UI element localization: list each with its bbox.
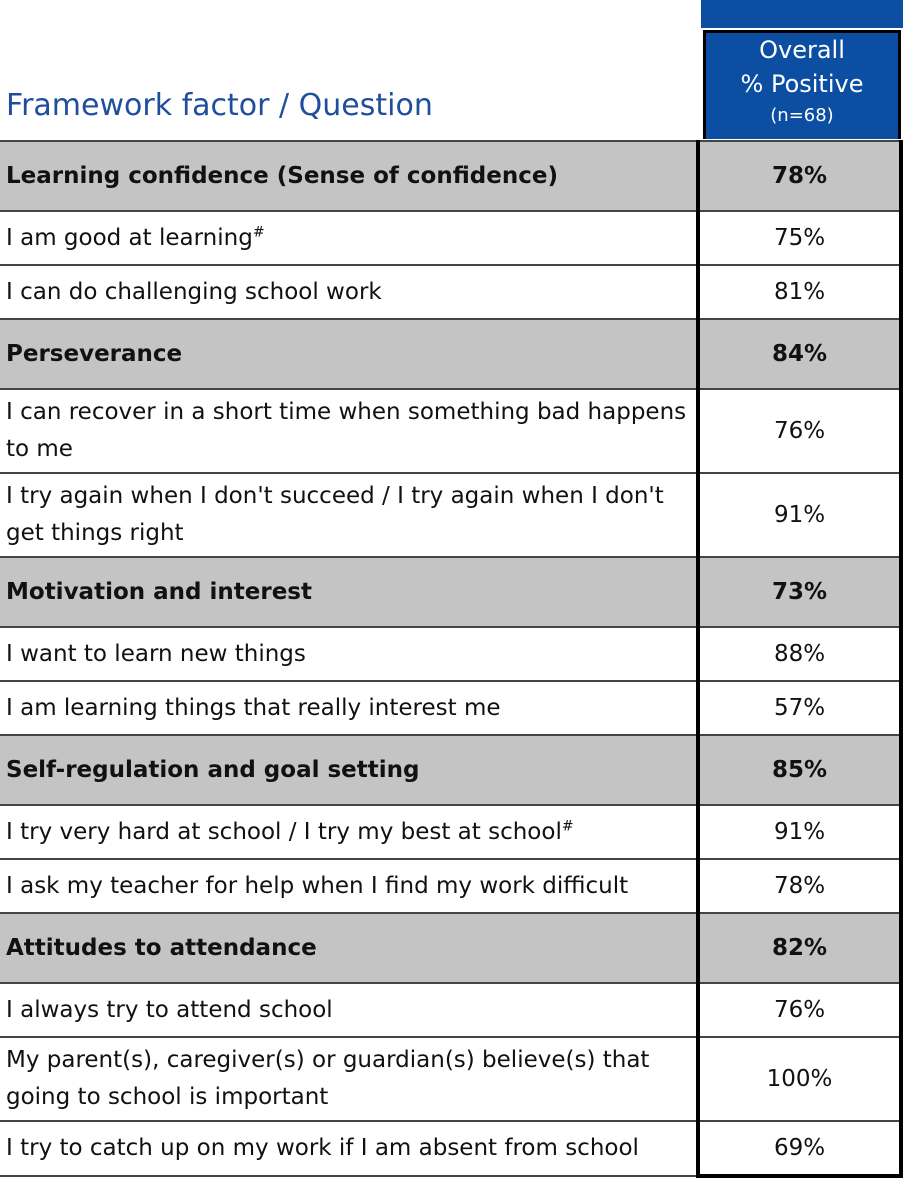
question-value: 78% xyxy=(696,858,903,914)
question-value: 57% xyxy=(696,680,903,736)
question-text: My parent(s), caregiver(s) or guardian(s… xyxy=(6,1047,650,1110)
factor-value: 84% xyxy=(696,318,903,390)
question-value: 91% xyxy=(696,472,903,558)
factor-name: Perseverance xyxy=(0,318,698,390)
factor-name: Motivation and interest xyxy=(0,556,698,628)
question-text: I try very hard at school / I try my bes… xyxy=(6,818,562,845)
question-cell: I am good at learning# xyxy=(0,210,698,266)
question-row: I am good at learning# 75% xyxy=(0,210,903,266)
question-marker: # xyxy=(252,223,265,240)
column-subtitle: % Positive xyxy=(740,70,864,98)
column-header: Overall % Positive (n=68) xyxy=(703,30,901,139)
header-bar xyxy=(701,0,903,28)
question-text: I can do challenging school work xyxy=(6,278,382,305)
column-title: Overall xyxy=(759,36,845,64)
factor-row: Learning confidence (Sense of confidence… xyxy=(0,140,903,212)
question-row: I can do challenging school work 81% xyxy=(0,264,903,320)
question-value: 100% xyxy=(696,1036,903,1122)
question-cell: I want to learn new things xyxy=(0,626,698,682)
question-text: I ask my teacher for help when I find my… xyxy=(6,872,629,899)
factor-name: Self-regulation and goal setting xyxy=(0,734,698,806)
question-value: 91% xyxy=(696,804,903,860)
question-text: I try again when I don't succeed / I try… xyxy=(6,483,664,546)
question-value: 88% xyxy=(696,626,903,682)
factor-name: Attitudes to attendance xyxy=(0,912,698,984)
question-row: I try again when I don't succeed / I try… xyxy=(0,472,903,558)
factor-name: Learning confidence (Sense of confidence… xyxy=(0,140,698,212)
question-text: I can recover in a short time when somet… xyxy=(6,399,687,462)
question-value: 69% xyxy=(696,1120,903,1178)
question-text: I try to catch up on my work if I am abs… xyxy=(6,1135,639,1161)
question-cell: I ask my teacher for help when I find my… xyxy=(0,858,698,914)
question-text: I am good at learning xyxy=(6,224,253,251)
question-row: My parent(s), caregiver(s) or guardian(s… xyxy=(0,1036,903,1122)
question-marker: # xyxy=(561,817,574,834)
question-cell: I try to catch up on my work if I am abs… xyxy=(0,1120,698,1177)
question-text: I want to learn new things xyxy=(6,640,306,667)
question-cell: I can recover in a short time when somet… xyxy=(0,388,698,474)
question-row: I try very hard at school / I try my bes… xyxy=(0,804,903,860)
question-cell: I try very hard at school / I try my bes… xyxy=(0,804,698,860)
question-row: I try to catch up on my work if I am abs… xyxy=(0,1120,903,1178)
factor-row: Attitudes to attendance 82% xyxy=(0,912,903,984)
factor-value: 85% xyxy=(696,734,903,806)
question-value: 76% xyxy=(696,982,903,1038)
question-value: 76% xyxy=(696,388,903,474)
question-row: I can recover in a short time when somet… xyxy=(0,388,903,474)
question-cell: I can do challenging school work xyxy=(0,264,698,320)
factor-row: Motivation and interest 73% xyxy=(0,556,903,628)
factor-row: Perseverance 84% xyxy=(0,318,903,390)
factor-value: 78% xyxy=(696,140,903,212)
factor-value: 73% xyxy=(696,556,903,628)
question-row: I want to learn new things 88% xyxy=(0,626,903,682)
factor-row: Self-regulation and goal setting 85% xyxy=(0,734,903,806)
question-text: I always try to attend school xyxy=(6,996,333,1023)
question-row: I ask my teacher for help when I find my… xyxy=(0,858,903,914)
question-cell: I try again when I don't succeed / I try… xyxy=(0,472,698,558)
column-n: (n=68) xyxy=(770,105,834,126)
question-row: I am learning things that really interes… xyxy=(0,680,903,736)
question-cell: My parent(s), caregiver(s) or guardian(s… xyxy=(0,1036,698,1122)
question-value: 81% xyxy=(696,264,903,320)
question-text: I am learning things that really interes… xyxy=(6,694,501,721)
question-heading: Framework factor / Question xyxy=(6,88,433,123)
results-table: Learning confidence (Sense of confidence… xyxy=(0,140,903,1178)
question-value: 75% xyxy=(696,210,903,266)
question-cell: I always try to attend school xyxy=(0,982,698,1038)
question-row: I always try to attend school 76% xyxy=(0,982,903,1038)
factor-value: 82% xyxy=(696,912,903,984)
question-cell: I am learning things that really interes… xyxy=(0,680,698,736)
